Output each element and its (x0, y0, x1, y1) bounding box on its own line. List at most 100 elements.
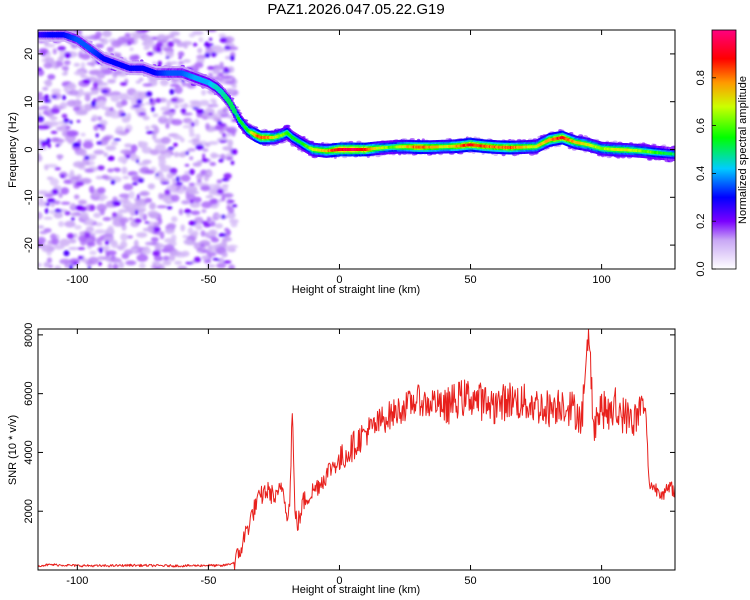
noise-blob (64, 52, 72, 59)
noise-blob (155, 46, 162, 53)
noise-blob (205, 107, 213, 114)
noise-blob (136, 98, 143, 105)
noise-blob (61, 124, 66, 132)
noise-blob (63, 85, 70, 93)
noise-blob (180, 174, 191, 182)
noise-blob (200, 185, 211, 192)
noise-blob (43, 193, 54, 198)
noise-blob (170, 194, 180, 202)
noise-blob (191, 30, 204, 36)
noise-blob (131, 248, 138, 253)
noise-blob (110, 257, 122, 263)
noise-blob (223, 192, 234, 198)
noise-blob (153, 255, 163, 262)
noise-blob (44, 57, 55, 64)
noise-blob (224, 45, 231, 50)
noise-blob (168, 113, 174, 118)
noise-blob (130, 153, 137, 161)
noise-blob (107, 168, 114, 173)
x-tick-label: -50 (200, 274, 216, 286)
noise-blob (119, 209, 127, 213)
noise-blob (160, 136, 171, 144)
noise-blob (147, 183, 156, 190)
noise-blob (195, 133, 201, 140)
noise-blob (149, 149, 160, 156)
noise-blob (193, 196, 202, 203)
noise-blob (50, 107, 60, 114)
noise-blob (226, 205, 231, 210)
spectrogram-y-label: Frequency (Hz) (7, 112, 19, 188)
noise-blob (126, 37, 135, 42)
noise-blob (115, 126, 124, 132)
noise-blob (117, 198, 129, 202)
noise-blob (123, 183, 134, 191)
noise-blob (186, 213, 191, 218)
noise-blob (41, 125, 50, 130)
signal-ridge (38, 27, 675, 163)
noise-blob (185, 261, 194, 265)
noise-blob (185, 185, 198, 193)
noise-blob (50, 130, 58, 134)
noise-blob (98, 100, 107, 107)
noise-blob (120, 149, 132, 154)
noise-blob (73, 70, 86, 76)
noise-blob (230, 221, 238, 228)
noise-blob (128, 190, 135, 199)
ridge-halo (61, 27, 66, 30)
noise-blob (68, 89, 80, 96)
noise-blob (223, 66, 229, 71)
noise-blob (191, 122, 195, 127)
noise-blob (121, 166, 128, 175)
noise-blob (110, 179, 116, 185)
noise-blob (181, 250, 190, 257)
noise-blob (59, 238, 71, 247)
noise-blob (201, 209, 207, 213)
noise-blob (215, 223, 223, 229)
noise-blob (73, 62, 81, 67)
noise-blob (166, 184, 177, 191)
noise-blob (53, 244, 65, 250)
noise-blob (188, 182, 196, 187)
noise-blob (160, 106, 171, 112)
noise-blob (134, 209, 139, 216)
noise-blob (119, 93, 129, 101)
noise-blob (160, 115, 167, 119)
noise-blob (83, 104, 90, 109)
noise-blob (38, 69, 45, 77)
noise-blob (151, 106, 155, 113)
noise-blob (111, 40, 122, 48)
noise-blob (154, 243, 165, 249)
noise-blob (96, 123, 103, 128)
x-tick-label: 50 (464, 274, 476, 286)
noise-blob (158, 192, 164, 200)
noise-blob (88, 256, 99, 265)
noise-blob (183, 43, 188, 49)
noise-blob (54, 167, 61, 171)
noise-blob (194, 216, 204, 224)
noise-blob (188, 126, 194, 135)
noise-blob (169, 31, 180, 36)
noise-blob (102, 30, 112, 38)
noise-blob (103, 234, 114, 242)
noise-blob (84, 155, 90, 160)
noise-blob (218, 72, 224, 77)
noise-blob (153, 226, 161, 233)
noise-blob (65, 134, 76, 143)
noise-blob (64, 220, 76, 228)
noise-blob (169, 61, 178, 65)
noise-blob (219, 140, 228, 143)
noise-blob (201, 158, 209, 163)
noise-blob (38, 236, 46, 244)
noise-blob (73, 161, 85, 168)
noise-blob (201, 201, 213, 209)
noise-blob (61, 72, 68, 76)
colorbar-axis: 0.0 0.2 0.4 0.6 0.8 (695, 70, 716, 277)
noise-blob (136, 193, 140, 201)
noise-blob (194, 118, 199, 127)
noise-blob (207, 245, 213, 253)
noise-blob (183, 239, 193, 245)
noise-blob (75, 181, 85, 187)
noise-blob (39, 196, 43, 202)
colorbar-gradient (711, 29, 737, 270)
noise-blob (210, 98, 216, 103)
